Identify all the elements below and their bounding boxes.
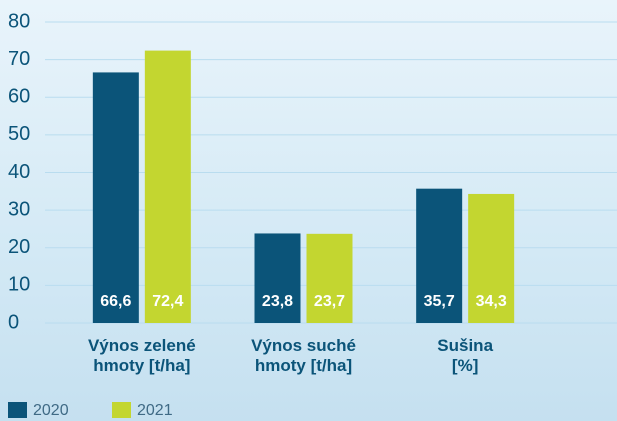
bar <box>468 193 515 323</box>
legend-swatch <box>112 402 131 418</box>
y-tick-label: 70 <box>8 48 30 70</box>
y-tick-label: 40 <box>8 161 30 183</box>
bar <box>254 233 301 323</box>
bar <box>306 233 353 323</box>
value-label: 23,7 <box>314 293 345 310</box>
legend-label: 2021 <box>137 402 173 419</box>
value-label: 34,3 <box>476 293 507 310</box>
x-tick-label: Výnos zelené hmoty [t/ha] <box>87 336 196 375</box>
value-label: 35,7 <box>424 293 455 310</box>
y-tick-label: 30 <box>8 198 30 220</box>
value-label: 72,4 <box>152 293 183 310</box>
bar <box>144 50 191 323</box>
value-label: 66,6 <box>100 293 131 310</box>
bar <box>416 188 463 323</box>
y-tick-label: 80 <box>8 10 30 32</box>
y-tick-label: 60 <box>8 86 30 108</box>
value-label: 23,8 <box>262 293 293 310</box>
x-tick-label: Sušina [%] <box>437 336 494 375</box>
y-tick-label: 0 <box>8 311 19 333</box>
bar <box>92 72 139 323</box>
x-tick-label: Výnos suché hmoty [t/ha] <box>251 336 356 375</box>
legend-label: 2020 <box>33 402 69 419</box>
y-tick-label: 50 <box>8 123 30 145</box>
y-tick-label: 10 <box>8 274 30 296</box>
legend-swatch <box>8 402 27 418</box>
y-tick-label: 20 <box>8 236 30 258</box>
